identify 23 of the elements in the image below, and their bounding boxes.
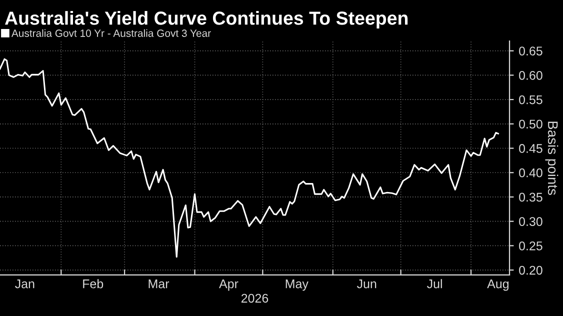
chart-title: Australia's Yield Curve Continues To Steepen: [4, 11, 408, 29]
y-tick-label: 0.30: [519, 217, 542, 226]
x-tick-label: May: [286, 280, 308, 291]
y-tick-label: 0.65: [519, 46, 542, 56]
x-tick-label: Mar: [148, 280, 170, 288]
y-axis-title: Basis points: [545, 122, 558, 195]
x-tick-label: Jan: [15, 280, 34, 288]
legend-label: Australia Govt 10 Yr - Australia Govt 3 Year: [11, 29, 211, 37]
x-tick-label: Jun: [356, 280, 376, 288]
y-tick-label: 0.45: [519, 144, 542, 153]
y-tick-label: 0.25: [519, 241, 542, 250]
y-tick-label: 0.20: [519, 266, 542, 275]
x-axis-title: 2026: [241, 294, 268, 303]
y-tick-label: 0.35: [519, 192, 542, 202]
x-tick-label: Feb: [83, 279, 104, 288]
y-tick-label: 0.50: [519, 120, 542, 129]
x-tick-label: Apr: [219, 280, 238, 291]
line-series: [0, 58, 499, 258]
y-tick-label: 0.40: [519, 168, 542, 178]
y-tick-label: 0.60: [519, 70, 542, 80]
y-tick-label: 0.55: [519, 95, 542, 104]
x-tick-label: Aug: [487, 280, 509, 291]
x-tick-label: Jul: [426, 279, 442, 288]
